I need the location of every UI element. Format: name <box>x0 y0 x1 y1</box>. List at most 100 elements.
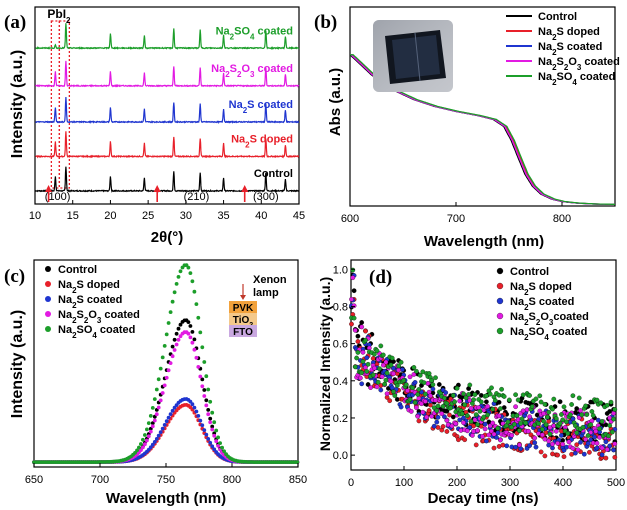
decay-point <box>467 382 473 388</box>
legend-label: Na2S coated <box>538 41 602 57</box>
decay-point <box>485 412 490 418</box>
panel-d-xlabel: Decay time (ns) <box>428 490 539 507</box>
decay-point <box>391 371 396 377</box>
legend-label-part: S doped <box>557 26 600 38</box>
xrd-curve <box>35 166 300 193</box>
decay-point <box>364 369 370 374</box>
decay-point <box>527 393 532 398</box>
decay-point <box>420 409 426 415</box>
decay-point <box>498 406 503 411</box>
decay-point <box>551 396 557 402</box>
decay-point <box>579 412 585 418</box>
peak-arrow-head <box>45 185 53 192</box>
decay-point <box>359 381 365 387</box>
decay-point <box>564 419 569 425</box>
pl-point <box>178 334 183 339</box>
legend-label-part: Na <box>510 281 525 293</box>
xrd-series-label: Na2S2O3 coated <box>211 63 293 79</box>
x-tick-label: 400 <box>554 477 572 489</box>
pl-point <box>139 442 143 446</box>
decay-point <box>491 445 497 451</box>
legend-label-part: Na <box>538 26 553 38</box>
decay-point <box>482 421 488 427</box>
decay-point <box>461 391 466 397</box>
pl-point <box>174 342 179 347</box>
pl-point <box>295 460 300 464</box>
decay-point <box>520 392 526 398</box>
decay-point <box>574 442 580 448</box>
xrd-series-label: Na2S coated <box>229 99 293 115</box>
pl-point <box>146 434 151 439</box>
decay-point <box>547 431 553 437</box>
pl-point <box>206 437 211 441</box>
legend-label-part: S coated <box>77 294 123 306</box>
decay-point <box>561 447 567 453</box>
decay-point <box>478 399 484 405</box>
decay-point <box>513 404 518 410</box>
pl-point <box>186 265 191 270</box>
decay-point <box>496 413 502 419</box>
decay-point <box>532 435 538 441</box>
decay-point <box>383 377 389 383</box>
inset-layer-label: FTO <box>233 327 253 338</box>
decay-point <box>539 426 545 432</box>
decay-point <box>412 380 418 385</box>
y-tick-label: 0.6 <box>333 339 348 351</box>
pl-point <box>141 437 145 442</box>
decay-point <box>592 434 597 440</box>
pl-point <box>170 299 175 304</box>
panel-d-label: (d) <box>369 267 392 288</box>
decay-point <box>611 416 616 422</box>
pl-point <box>150 421 155 425</box>
legend-label-part: Na <box>58 324 73 336</box>
decay-point <box>426 408 432 413</box>
pl-point <box>188 399 193 404</box>
pl-point <box>208 420 213 425</box>
decay-point <box>499 386 504 392</box>
decay-point <box>491 431 497 437</box>
x-tick-label: 10 <box>29 210 41 222</box>
panel-b-xlabel: Wavelength (nm) <box>424 233 544 250</box>
legend-label-part: Na <box>58 294 73 306</box>
decay-point <box>392 393 398 398</box>
pl-point <box>148 429 153 434</box>
pl-point <box>143 442 147 447</box>
decay-point <box>461 420 466 426</box>
decay-point <box>533 396 539 402</box>
xrd-series-label-part: 2 <box>225 70 230 79</box>
decay-point <box>569 402 574 407</box>
decay-point <box>486 432 492 438</box>
decay-point <box>566 439 572 445</box>
decay-point <box>384 391 390 397</box>
legend-label-part: Na <box>58 279 73 291</box>
legend-label-part: Control <box>538 11 577 23</box>
pl-point <box>202 388 207 392</box>
legend-bg <box>494 264 614 344</box>
decay-point <box>389 355 395 361</box>
pl-point <box>168 310 173 314</box>
decay-point <box>550 445 555 451</box>
legend-label-part: Control <box>510 266 549 278</box>
decay-point <box>509 432 515 438</box>
decay-point <box>612 441 618 447</box>
xrd-series-label-part: coated <box>254 25 293 37</box>
decay-point <box>398 404 404 410</box>
decay-point <box>365 361 371 367</box>
decay-point <box>396 363 401 369</box>
panel-b-label: (b) <box>314 12 337 33</box>
decay-point <box>414 368 419 374</box>
pl-point <box>166 368 171 373</box>
decay-point <box>519 416 525 422</box>
decay-point <box>464 428 470 434</box>
decay-point <box>541 418 546 424</box>
pl-point <box>208 416 213 421</box>
decay-point <box>484 399 489 405</box>
decay-point <box>604 447 610 452</box>
decay-point <box>363 328 368 334</box>
decay-point <box>606 433 611 439</box>
pl-point <box>216 435 221 440</box>
decay-point <box>534 412 540 418</box>
legend-marker <box>45 266 51 272</box>
decay-point <box>517 428 522 433</box>
